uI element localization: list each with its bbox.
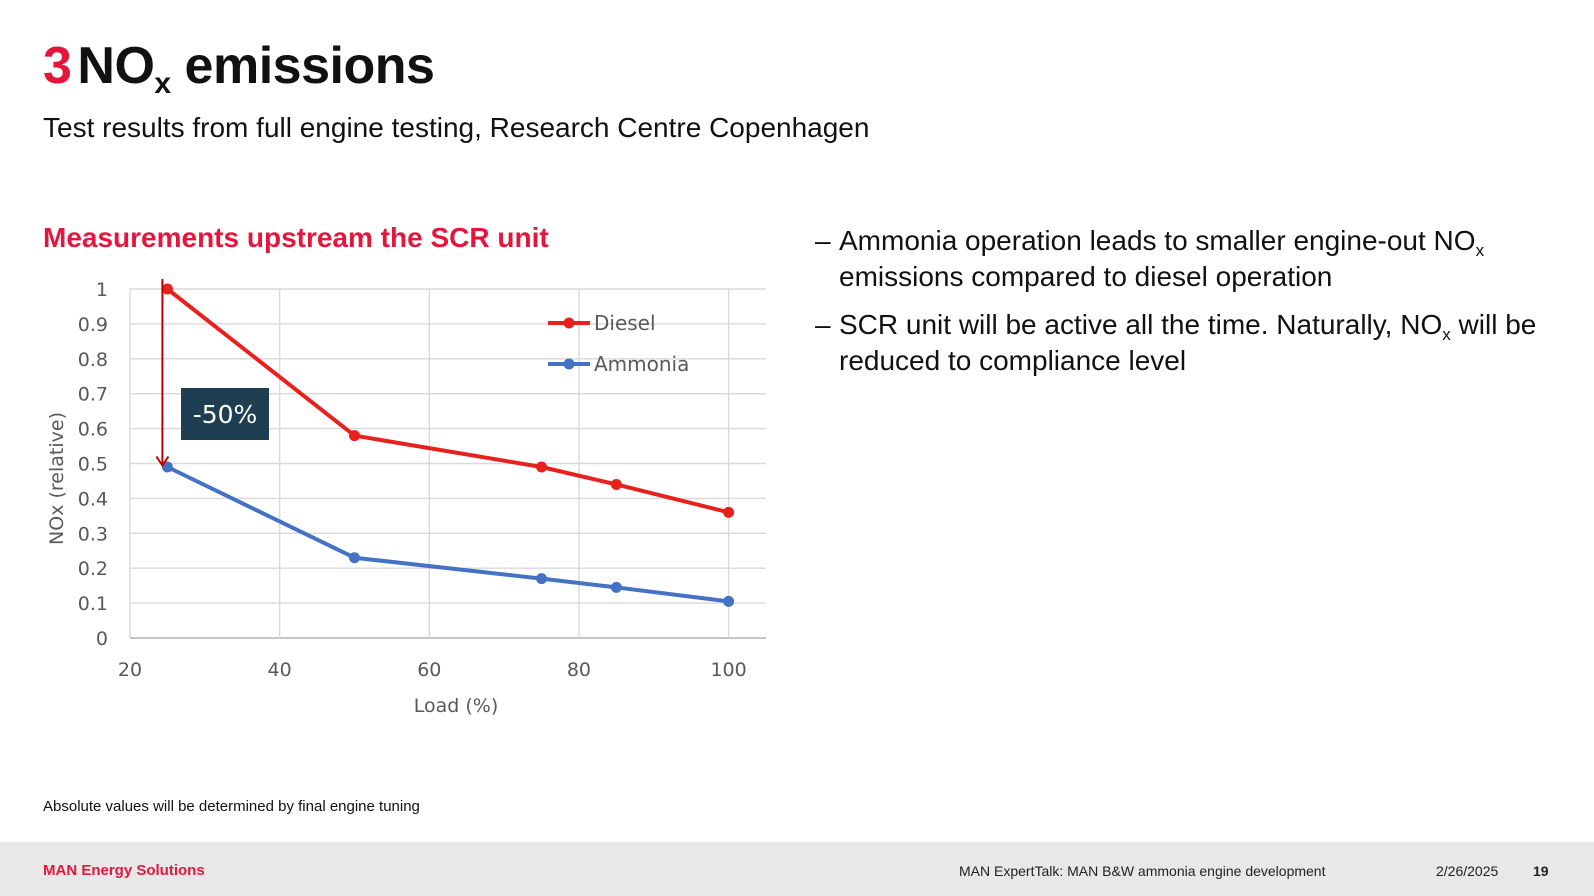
y-tick-label: 0 (96, 628, 108, 650)
bullet-list: – Ammonia operation leads to smaller eng… (815, 223, 1585, 391)
x-tick-label: 60 (417, 659, 441, 681)
x-tick-label: 40 (268, 659, 292, 681)
presentation-title: MAN ExpertTalk: MAN B&W ammonia engine d… (959, 863, 1326, 879)
page-number: 19 (1533, 863, 1549, 879)
x-tick-label: 100 (710, 659, 746, 681)
data-point-ammonia (348, 552, 360, 564)
y-tick-label: 0.5 (78, 454, 108, 476)
y-tick-label: 0.6 (78, 419, 108, 441)
title-subscript: x (154, 67, 171, 100)
annotation-label: -50% (193, 400, 258, 429)
y-tick-label: 0.2 (78, 558, 108, 580)
x-tick-label: 20 (118, 659, 142, 681)
bullet-text-end: will be reduced to compliance level (839, 309, 1537, 376)
slide-title: 3 NOx emissions (43, 36, 435, 99)
y-tick-label: 0.8 (78, 349, 108, 371)
bullet-text-end: emissions compared to diesel operation (839, 261, 1333, 292)
footer-bar: MAN Energy Solutions MAN ExpertTalk: MAN… (0, 842, 1594, 896)
series-line-ammonia (166, 465, 729, 604)
presentation-date: 2/26/2025 (1436, 863, 1499, 879)
nox-line-chart: 0 0.1 0.2 0.3 0.4 0.5 0.6 0.7 0.8 0.9 1 20 40 60 80 100… (46, 279, 766, 717)
y-tick-label: 0.1 (78, 593, 108, 615)
footnote: Absolute values will be determined by fi… (43, 798, 420, 815)
annotation-arrowhead (155, 455, 170, 468)
data-point-ammonia (536, 573, 548, 585)
title-end: emissions (170, 37, 435, 95)
legend-marker-ammonia (563, 358, 575, 370)
x-tick-label: 80 (567, 659, 591, 681)
data-point-ammonia (723, 595, 735, 607)
annotation-box (181, 388, 269, 440)
slide-subtitle: Test results from full engine testing, R… (43, 112, 870, 143)
data-point-ammonia (161, 461, 173, 473)
y-tick-label: 1 (96, 279, 108, 301)
brand-logo-text: MAN Energy Solutions (43, 862, 205, 879)
y-tick-label: 0.9 (78, 314, 108, 336)
data-point-diesel (610, 478, 622, 490)
x-axis-title: Load (%) (414, 695, 499, 717)
y-tick-label: 0.7 (78, 384, 108, 406)
data-point-diesel (723, 506, 735, 518)
data-point-diesel (161, 283, 173, 295)
bullet-dash: – (815, 225, 831, 256)
data-point-diesel (536, 461, 548, 473)
legend-marker-diesel (563, 317, 575, 329)
data-point-ammonia (610, 581, 622, 593)
y-tick-label: 0.4 (78, 488, 108, 510)
bullet-dash: – (815, 309, 831, 340)
title-number: 3 (43, 37, 72, 95)
bullet-subscript: x (1475, 241, 1485, 260)
bullet-item: – Ammonia operation leads to smaller eng… (815, 223, 1585, 295)
y-tick-label: 0.3 (78, 523, 108, 545)
chart-heading: Measurements upstream the SCR unit (43, 222, 549, 253)
bullet-item: – SCR unit will be active all the time. … (815, 307, 1585, 379)
y-axis-title: NOx (relative) (46, 412, 68, 545)
bullet-subscript: x (1442, 325, 1451, 344)
legend-label-diesel: Diesel (594, 311, 656, 335)
bullet-text: Ammonia operation leads to smaller engin… (839, 225, 1476, 256)
bullet-text: SCR unit will be active all the time. Na… (839, 309, 1443, 340)
legend-label-ammonia: Ammonia (594, 352, 689, 376)
title-main: NO (77, 37, 155, 95)
data-point-diesel (348, 430, 360, 442)
